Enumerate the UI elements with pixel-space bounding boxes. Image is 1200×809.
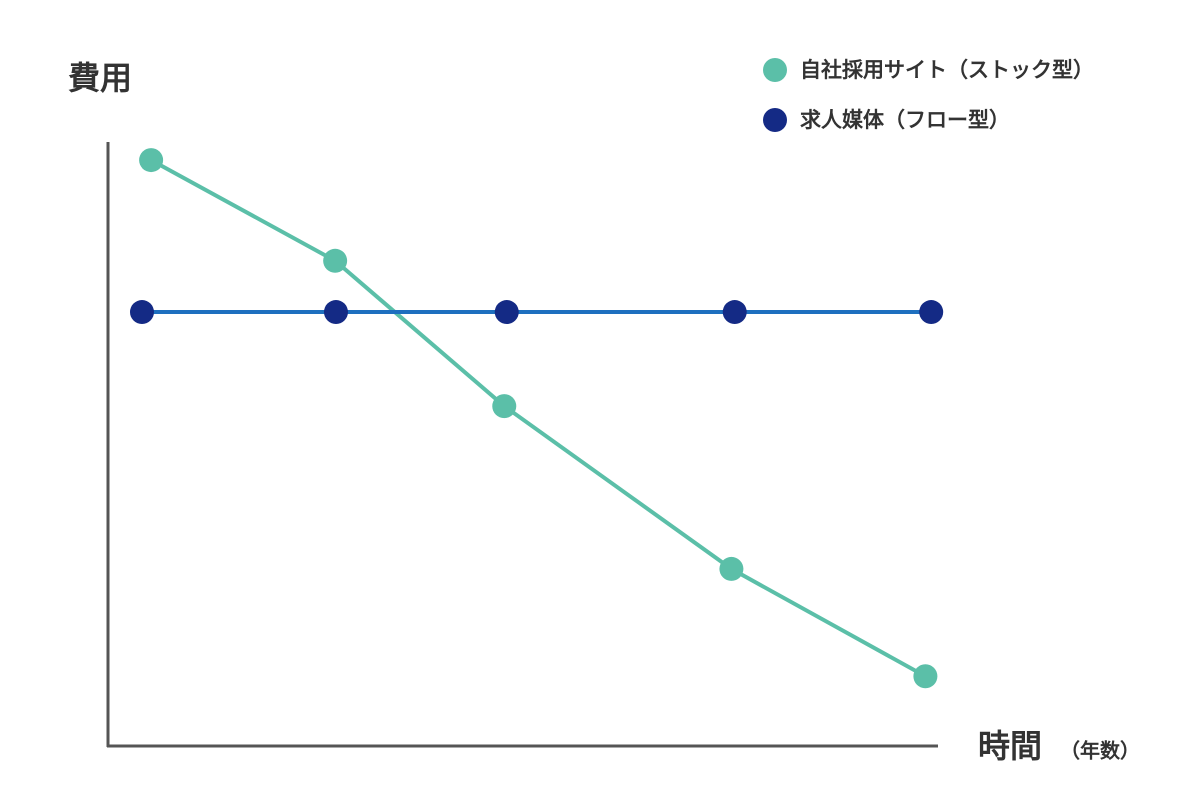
legend-label: 自社採用サイト（ストック型）	[800, 58, 1094, 82]
data-point	[919, 300, 944, 325]
x-axis-label: 時間	[978, 727, 1042, 765]
x-axis-label-sub: （年数）	[1060, 739, 1140, 763]
data-point	[129, 300, 154, 325]
data-point	[323, 300, 348, 325]
data-point	[323, 248, 348, 273]
y-axis-label: 費用	[68, 59, 132, 97]
legend-marker	[763, 58, 787, 82]
data-point	[492, 394, 517, 419]
legend-marker	[763, 108, 787, 132]
series-line	[150, 158, 927, 679]
data-point	[719, 556, 744, 581]
data-point	[494, 300, 519, 325]
data-point	[913, 664, 938, 689]
data-point	[139, 148, 164, 173]
data-point	[722, 300, 747, 325]
legend-label: 求人媒体（フロー型）	[800, 108, 1010, 132]
